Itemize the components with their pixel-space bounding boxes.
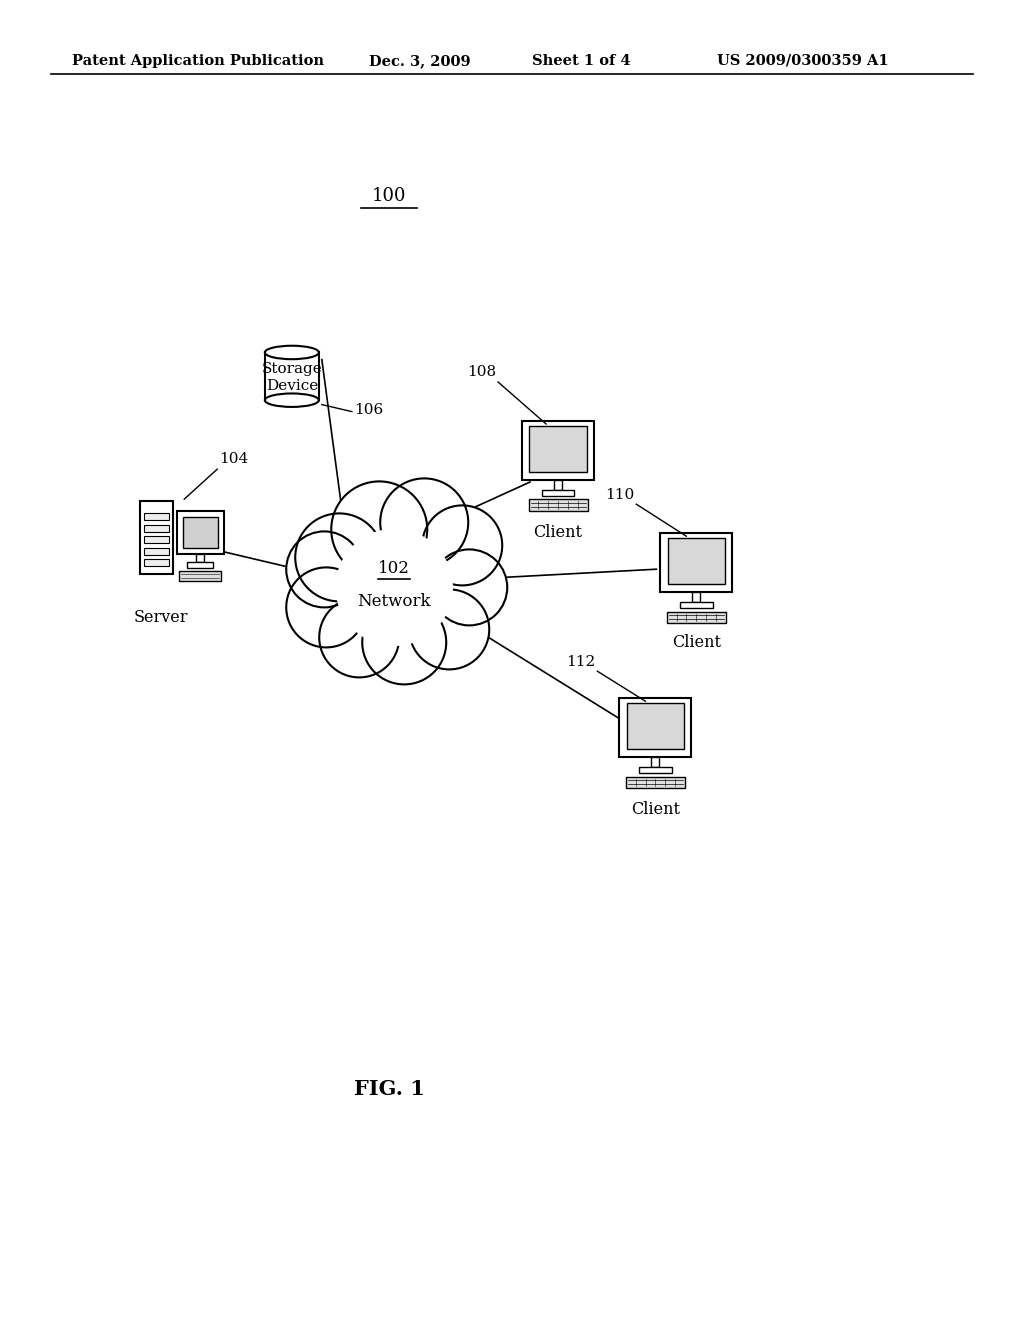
Text: 108: 108 [467,366,496,379]
Circle shape [287,532,362,607]
FancyBboxPatch shape [143,536,169,544]
Text: Patent Application Publication: Patent Application Publication [72,54,324,67]
FancyBboxPatch shape [554,479,562,490]
Text: Storage
Device: Storage Device [261,363,323,393]
Text: FIG. 1: FIG. 1 [353,1078,425,1100]
Text: Server: Server [134,610,188,626]
Ellipse shape [265,393,318,407]
Circle shape [331,482,427,577]
Text: 110: 110 [605,488,634,502]
FancyBboxPatch shape [639,767,672,774]
FancyBboxPatch shape [265,352,318,400]
FancyBboxPatch shape [667,611,726,623]
FancyBboxPatch shape [522,421,594,479]
Circle shape [410,590,489,669]
FancyBboxPatch shape [179,572,221,581]
Text: Sheet 1 of 4: Sheet 1 of 4 [532,54,631,67]
Circle shape [336,529,453,645]
FancyBboxPatch shape [529,426,587,471]
Text: Network: Network [357,594,431,610]
Text: 100: 100 [372,186,407,205]
FancyBboxPatch shape [620,698,691,756]
Ellipse shape [265,346,318,359]
Circle shape [431,549,507,626]
FancyBboxPatch shape [668,539,725,583]
Text: Client: Client [631,801,680,818]
FancyBboxPatch shape [692,591,700,602]
FancyBboxPatch shape [627,704,684,748]
Circle shape [362,601,446,684]
Text: 112: 112 [566,655,595,669]
FancyBboxPatch shape [143,548,169,554]
Text: 104: 104 [219,453,249,466]
FancyBboxPatch shape [680,602,713,609]
Text: Dec. 3, 2009: Dec. 3, 2009 [369,54,470,67]
FancyBboxPatch shape [651,756,659,767]
FancyBboxPatch shape [626,776,685,788]
FancyBboxPatch shape [140,502,173,574]
Text: Client: Client [534,524,583,541]
Circle shape [334,528,455,647]
FancyBboxPatch shape [528,499,588,511]
Text: 106: 106 [354,403,383,417]
FancyBboxPatch shape [143,524,169,532]
Circle shape [287,568,367,647]
FancyBboxPatch shape [542,490,574,496]
Circle shape [422,506,502,585]
Text: 102: 102 [378,561,411,577]
FancyBboxPatch shape [143,560,169,566]
FancyBboxPatch shape [187,562,213,569]
Circle shape [380,478,468,566]
FancyBboxPatch shape [143,513,169,520]
FancyBboxPatch shape [196,554,205,562]
Circle shape [295,513,383,602]
Text: US 2009/0300359 A1: US 2009/0300359 A1 [717,54,889,67]
FancyBboxPatch shape [660,533,732,591]
Text: Client: Client [672,634,721,651]
Circle shape [319,598,399,677]
FancyBboxPatch shape [183,517,218,548]
FancyBboxPatch shape [177,511,223,554]
